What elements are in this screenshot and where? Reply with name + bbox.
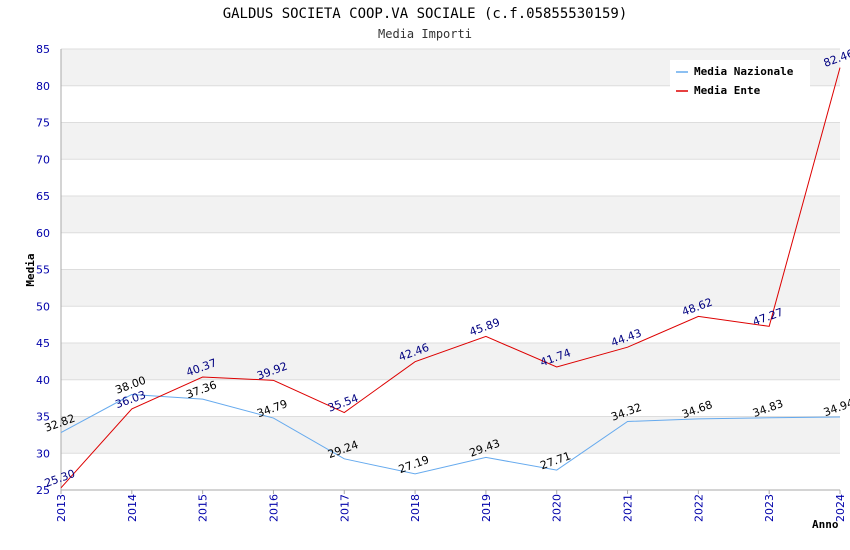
y-tick-label: 70 <box>36 153 50 166</box>
legend-box <box>670 60 810 102</box>
x-tick-label: 2015 <box>197 494 210 522</box>
x-axis-ticks: 2013 2014 2015 2016 2017 2018 2019 2020 2021 2022… <box>55 490 847 522</box>
x-tick-label: 2014 <box>126 494 139 522</box>
plot-band <box>61 196 840 233</box>
y-axis-ticks: 25 30 35 40 45 50 55 60 65 70 75 80 85 <box>36 43 50 497</box>
x-axis-label: Anno <box>812 518 839 531</box>
plot-band <box>61 269 840 307</box>
y-tick-label: 85 <box>36 43 50 56</box>
y-tick-label: 75 <box>36 117 50 130</box>
x-tick-label: 2018 <box>409 494 422 522</box>
series-line-media-ente <box>60 67 841 489</box>
plot-band <box>61 453 840 490</box>
y-tick-label: 45 <box>36 337 50 350</box>
x-tick-label: 2021 <box>622 494 635 522</box>
y-tick-label: 25 <box>36 484 50 497</box>
y-tick-label: 60 <box>36 227 50 240</box>
legend: Media Nazionale Media Ente <box>670 60 810 102</box>
y-tick-label: 30 <box>36 447 50 460</box>
x-tick-label: 2020 <box>551 494 564 522</box>
plot-band <box>61 122 840 160</box>
chart-title: GALDUS SOCIETA COOP.VA SOCIALE (c.f.0585… <box>222 6 628 22</box>
legend-label-media-nazionale: Media Nazionale <box>694 65 794 78</box>
grid-lines <box>61 48 840 491</box>
x-tick-label: 2017 <box>338 494 351 522</box>
axes <box>60 49 840 491</box>
y-tick-label: 35 <box>36 411 50 424</box>
series-lines <box>60 67 841 489</box>
x-tick-label: 2019 <box>480 494 493 522</box>
x-tick-label: 2023 <box>763 494 776 522</box>
x-tick-label: 2022 <box>692 494 705 522</box>
plot-band <box>61 159 840 196</box>
plot-band <box>61 379 840 417</box>
y-tick-label: 80 <box>36 80 50 93</box>
y-axis-label: Media <box>24 253 37 286</box>
plot-band <box>61 343 840 380</box>
plot-band <box>61 232 840 270</box>
y-tick-label: 40 <box>36 374 50 387</box>
y-tick-label: 65 <box>36 190 50 203</box>
x-tick-label: 2024 <box>834 494 847 522</box>
series-line-media-nazionale <box>60 393 841 475</box>
plot-band <box>61 306 840 343</box>
y-tick-label: 55 <box>36 264 50 277</box>
x-tick-label: 2013 <box>55 494 68 522</box>
chart-subtitle: Media Importi <box>378 27 472 41</box>
y-tick-label: 50 <box>36 300 50 313</box>
x-tick-label: 2016 <box>267 494 280 522</box>
legend-label-media-ente: Media Ente <box>694 84 761 97</box>
plot-band <box>61 416 840 454</box>
